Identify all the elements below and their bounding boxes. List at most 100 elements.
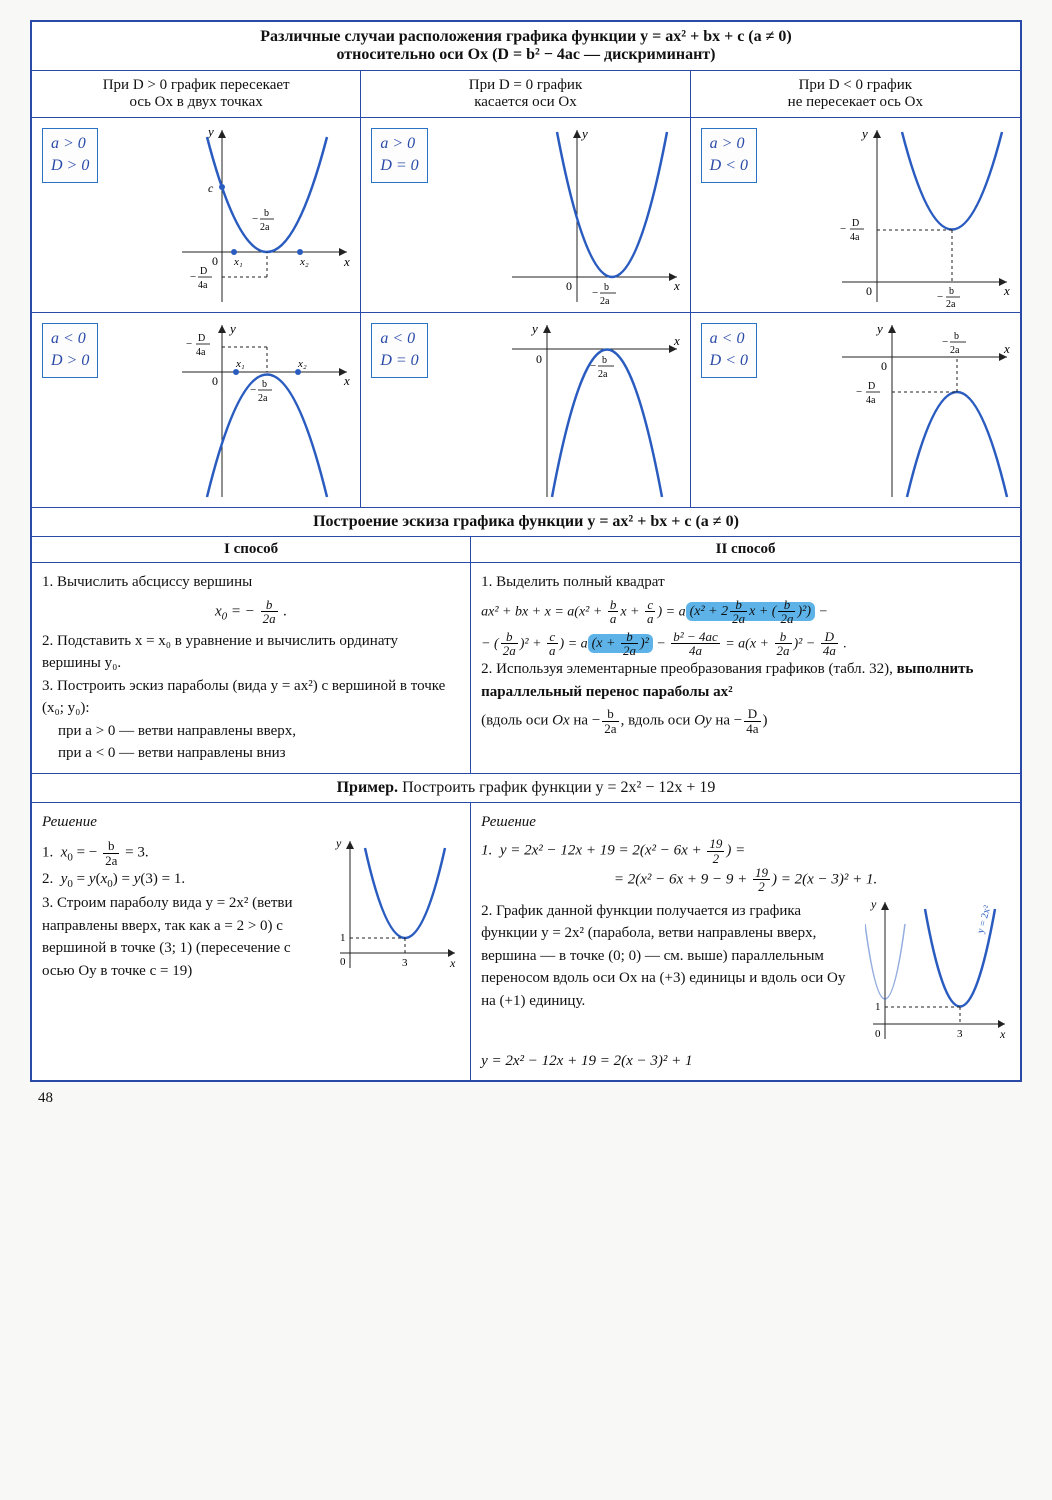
svg-text:0: 0: [881, 359, 887, 373]
svg-text:x: x: [1003, 283, 1010, 298]
svg-text:b: b: [602, 355, 607, 366]
solution-1: Решение x y 0 1 3 1. x0 = − b2a = 3. 2. …: [32, 803, 471, 1081]
svg-text:b: b: [604, 282, 609, 293]
svg-text:y: y: [335, 836, 342, 850]
svg-text:x: x: [999, 1027, 1006, 1041]
svg-text:x: x: [673, 333, 680, 348]
plot-row-1: a > 0 D > 0 x y 0 x₁ x₂ c: [32, 118, 1020, 313]
svg-text:2a: 2a: [258, 393, 268, 404]
parabola-plot-icon: x y 0 − b 2a: [482, 317, 682, 502]
svg-text:2a: 2a: [946, 299, 956, 307]
cell-a-neg-d-pos: a < 0 D > 0 x y 0 x₁ x₂ − D: [32, 313, 361, 508]
formula: (вдоль оси Ox на −b2a, вдоль оси Oy на −…: [481, 707, 1010, 735]
svg-text:2a: 2a: [260, 222, 270, 233]
svg-text:−: −: [252, 213, 258, 225]
svg-text:x₂: x₂: [299, 256, 309, 268]
case-head-1: При D > 0 график пересекает ось Ox в дву…: [32, 71, 361, 118]
svg-text:4a: 4a: [850, 232, 860, 243]
case-headers-row: При D > 0 график пересекает ось Ox в дву…: [32, 71, 1020, 118]
method-2-head: II способ: [471, 537, 1020, 563]
svg-text:D: D: [868, 381, 875, 392]
example-graph-2-icon: x y 0 1 3 y = 2x²: [865, 894, 1010, 1044]
svg-text:y: y: [870, 897, 877, 911]
svg-text:−: −: [592, 287, 598, 299]
parabola-plot-icon: x y 0 − D 4a − b 2a: [812, 317, 1012, 502]
formula: x0 = − b2a .: [42, 598, 460, 626]
example-title: Пример. Построить график функции y = 2x²…: [32, 773, 1020, 803]
svg-text:D: D: [200, 266, 207, 277]
cell-a-neg-d-zero: a < 0 D = 0 x y 0 − b 2a: [361, 313, 690, 508]
svg-text:2a: 2a: [600, 296, 610, 307]
svg-text:1: 1: [340, 932, 346, 944]
svg-text:x₁: x₁: [233, 256, 243, 268]
svg-text:4a: 4a: [196, 347, 206, 358]
svg-text:x: x: [343, 373, 350, 388]
formula: = 2(x² − 6x + 9 − 9 + 192) = 2(x − 3)² +…: [481, 866, 1010, 894]
method-2-body: 1. Выделить полный квадрат ax² + bx + x …: [471, 563, 1020, 773]
svg-text:−: −: [190, 271, 196, 283]
example-graph-icon: x y 0 1 3: [330, 833, 460, 973]
svg-text:y: y: [860, 126, 868, 141]
section-2-title: Построение эскиза графика функции y = ax…: [32, 508, 1020, 537]
methods-body: 1. Вычислить абсциссу вершины x0 = − b2a…: [32, 563, 1020, 773]
formula: − (b2a)² + ca) = a(x + b2a)² − b² − 4ac4…: [481, 630, 1010, 658]
parabola-plot-icon: x y 0 − D 4a − b 2a: [812, 122, 1012, 307]
svg-text:y: y: [206, 124, 214, 139]
cell-a-pos-d-pos: a > 0 D > 0 x y 0 x₁ x₂ c: [32, 118, 361, 313]
svg-text:x: x: [343, 254, 350, 269]
cell-a-pos-d-zero: a > 0 D = 0 x y 0 − b 2a: [361, 118, 690, 313]
formula: ax² + bx + x = a(x² + bax + ca) = a(x² +…: [481, 598, 1010, 626]
svg-text:y: y: [580, 126, 588, 141]
svg-text:0: 0: [340, 956, 346, 968]
svg-text:0: 0: [212, 254, 218, 268]
cond-box: a < 0 D > 0: [42, 323, 98, 378]
svg-text:2a: 2a: [950, 345, 960, 356]
svg-text:0: 0: [536, 352, 542, 366]
svg-text:3: 3: [402, 957, 408, 969]
cell-a-neg-d-neg: a < 0 D < 0 x y 0 − D 4a − b: [691, 313, 1020, 508]
svg-text:D: D: [852, 218, 859, 229]
svg-text:x: x: [1003, 341, 1010, 356]
svg-text:−: −: [840, 223, 846, 235]
cond-box: a > 0 D > 0: [42, 128, 98, 183]
title-line-2: относительно оси Ox (D = b² − 4ac — диск…: [337, 46, 716, 63]
method-1-body: 1. Вычислить абсциссу вершины x0 = − b2a…: [32, 563, 471, 773]
svg-text:x: x: [673, 278, 680, 293]
textbook-page: Различные случаи расположения графика фу…: [30, 20, 1022, 1082]
solution-2: Решение 1. y = 2x² − 12x + 19 = 2(x² − 6…: [471, 803, 1020, 1081]
methods-header: I способ II способ: [32, 537, 1020, 563]
parabola-plot-icon: x y 0 − b 2a: [482, 122, 682, 307]
svg-text:0: 0: [566, 279, 572, 293]
svg-text:b: b: [954, 331, 959, 342]
svg-text:b: b: [262, 379, 267, 390]
plot-row-2: a < 0 D > 0 x y 0 x₁ x₂ − D: [32, 313, 1020, 508]
case-head-3: При D < 0 график не пересекает ось Ox: [691, 71, 1020, 118]
cond-box: a < 0 D = 0: [371, 323, 427, 378]
svg-text:x₁: x₁: [235, 358, 245, 370]
cond-box: a > 0 D < 0: [701, 128, 757, 183]
formula: 1. y = 2x² − 12x + 19 = 2(x² − 6x + 192)…: [481, 837, 1010, 865]
main-title: Различные случаи расположения графика фу…: [32, 22, 1020, 71]
svg-text:−: −: [186, 338, 192, 350]
svg-text:y: y: [875, 321, 883, 336]
svg-text:c: c: [208, 181, 214, 195]
case-head-2: При D = 0 график касается оси Ox: [361, 71, 690, 118]
cell-a-pos-d-neg: a > 0 D < 0 x y 0 − D 4a − b: [691, 118, 1020, 313]
svg-text:0: 0: [212, 374, 218, 388]
svg-text:2a: 2a: [598, 369, 608, 380]
svg-text:−: −: [250, 384, 256, 396]
svg-text:D: D: [198, 333, 205, 344]
svg-text:0: 0: [875, 1028, 881, 1040]
cond-box: a > 0 D = 0: [371, 128, 427, 183]
svg-text:−: −: [590, 360, 596, 372]
parabola-plot-icon: x y 0 x₁ x₂ c − D 4a − b 2a: [152, 122, 352, 307]
page-number: 48: [30, 1082, 1022, 1107]
svg-text:−: −: [942, 336, 948, 348]
svg-text:3: 3: [957, 1028, 963, 1040]
svg-text:b: b: [949, 286, 954, 297]
cond-box: a < 0 D < 0: [701, 323, 757, 378]
svg-text:0: 0: [866, 284, 872, 298]
svg-text:4a: 4a: [198, 280, 208, 291]
title-line-1: Различные случаи расположения графика фу…: [260, 28, 792, 45]
svg-text:1: 1: [875, 1001, 881, 1013]
